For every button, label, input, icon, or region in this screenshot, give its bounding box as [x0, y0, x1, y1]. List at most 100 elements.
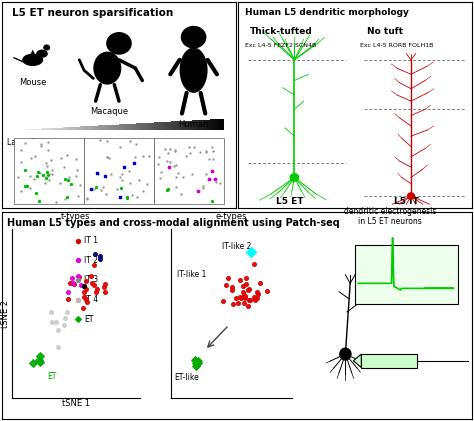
Point [242, 275, 250, 282]
Point [116, 194, 123, 200]
Text: ▲: ▲ [29, 48, 36, 58]
Point [246, 297, 253, 304]
Point [194, 188, 201, 195]
Point [174, 170, 182, 177]
Point [70, 280, 77, 287]
Point [103, 153, 111, 160]
Point [186, 149, 194, 156]
Point [155, 154, 163, 160]
Point [202, 171, 210, 178]
FancyBboxPatch shape [81, 126, 84, 130]
Point [48, 171, 55, 178]
FancyBboxPatch shape [217, 119, 220, 130]
FancyBboxPatch shape [140, 123, 144, 130]
Point [264, 288, 271, 295]
Point [244, 302, 251, 309]
Point [212, 179, 220, 185]
Point [139, 153, 147, 160]
Point [173, 162, 180, 168]
Point [46, 177, 53, 184]
Point [246, 296, 254, 303]
Text: Layer 5: Layer 5 [7, 138, 36, 147]
Point [196, 149, 203, 155]
Point [166, 158, 173, 165]
Point [191, 357, 199, 363]
Circle shape [290, 174, 299, 181]
FancyBboxPatch shape [31, 129, 35, 130]
Text: IT 4: IT 4 [84, 295, 99, 304]
Point [116, 173, 124, 180]
Point [240, 300, 248, 306]
Point [222, 282, 229, 289]
Ellipse shape [180, 48, 208, 93]
Point [244, 287, 251, 293]
Point [48, 166, 56, 173]
Point [52, 199, 59, 205]
Point [92, 184, 100, 190]
Point [239, 282, 247, 289]
Point [133, 194, 141, 200]
Point [90, 282, 98, 288]
FancyBboxPatch shape [112, 125, 116, 130]
Point [185, 144, 192, 151]
FancyBboxPatch shape [70, 127, 73, 130]
Point [21, 140, 29, 147]
Point [200, 182, 207, 189]
Point [96, 255, 104, 262]
Point [31, 153, 39, 160]
FancyBboxPatch shape [185, 121, 189, 130]
Point [29, 360, 36, 366]
Point [118, 184, 125, 191]
FancyBboxPatch shape [109, 125, 112, 130]
Point [27, 155, 35, 162]
FancyBboxPatch shape [63, 128, 66, 130]
Point [241, 293, 248, 299]
Point [123, 194, 131, 200]
Point [94, 171, 102, 177]
Point [171, 148, 179, 155]
Point [192, 363, 200, 370]
Text: Thick-tufted: Thick-tufted [250, 27, 313, 36]
Point [64, 176, 72, 183]
Point [81, 282, 88, 289]
Point [100, 184, 107, 190]
Point [114, 186, 121, 193]
Point [165, 163, 173, 170]
Text: IT 2: IT 2 [84, 256, 99, 265]
Ellipse shape [36, 50, 48, 58]
Point [74, 296, 82, 303]
Point [167, 145, 174, 152]
Point [64, 288, 72, 295]
Point [172, 173, 180, 180]
Point [27, 173, 34, 179]
FancyBboxPatch shape [46, 128, 49, 130]
Point [72, 156, 80, 163]
FancyBboxPatch shape [91, 126, 94, 130]
FancyBboxPatch shape [49, 128, 53, 130]
FancyBboxPatch shape [98, 125, 101, 130]
Text: Human L5 dendritic morphology: Human L5 dendritic morphology [246, 8, 409, 17]
FancyBboxPatch shape [35, 129, 38, 130]
Point [154, 161, 162, 168]
Point [202, 149, 210, 156]
Point [101, 173, 109, 180]
Point [102, 289, 109, 296]
Point [157, 168, 164, 175]
Point [139, 188, 147, 195]
Point [70, 279, 77, 286]
Circle shape [408, 193, 414, 199]
FancyBboxPatch shape [137, 123, 140, 130]
Point [97, 187, 105, 194]
Point [202, 148, 210, 155]
FancyBboxPatch shape [28, 129, 31, 130]
Point [145, 153, 153, 160]
Point [237, 295, 245, 302]
FancyBboxPatch shape [154, 123, 157, 130]
Point [209, 156, 217, 163]
Point [45, 139, 52, 146]
FancyBboxPatch shape [210, 120, 213, 130]
Point [74, 237, 82, 244]
Point [164, 186, 172, 192]
FancyBboxPatch shape [60, 128, 63, 130]
Text: No tuft: No tuft [367, 27, 403, 36]
